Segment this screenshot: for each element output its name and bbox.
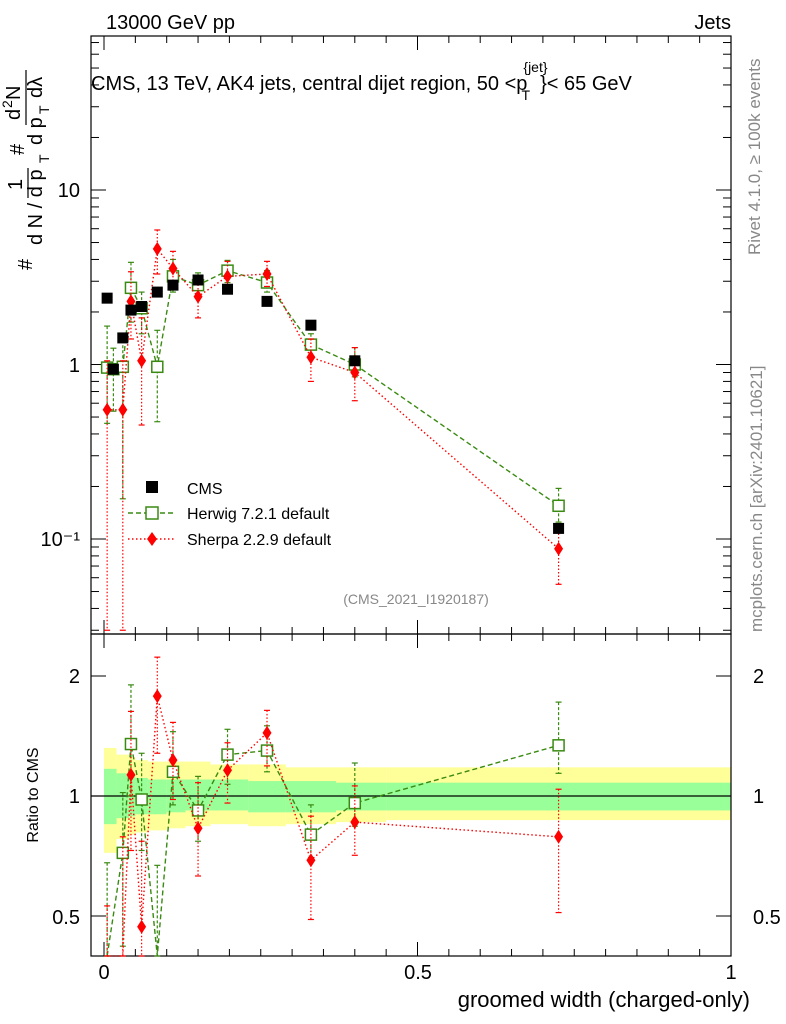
main-ticks	[91, 36, 732, 634]
ratio-ticks	[91, 634, 732, 956]
main-herwig-point	[151, 360, 164, 374]
ratio-y-tick-label-0-5: 0.5	[52, 907, 80, 929]
main-sherpa-point	[137, 353, 147, 368]
ylabel-d: d	[3, 109, 25, 120]
ratio-y-tick-label-2: 2	[69, 666, 80, 688]
title-sub: T	[522, 87, 531, 103]
ratio-sherpa-point	[168, 753, 178, 768]
main-panel: CMS, 13 TeV, AK4 jets, central dijet reg…	[0, 35, 732, 635]
main-sherpa-point	[118, 402, 128, 417]
main-herwig-point	[552, 499, 565, 513]
ratio-panel: 2 1 0.5 2 1 0.5 Ratio to CMS 0 0.5 1 gro…	[25, 633, 781, 1012]
ratio-band-inner	[147, 779, 167, 815]
ylabel-hash-1: #	[15, 258, 37, 270]
ratio-herwig-point	[552, 739, 565, 752]
ratio-sherpa-point	[126, 767, 136, 782]
y-tick-label-1: 1	[69, 355, 80, 377]
ratio-frame	[90, 633, 732, 957]
main-herwig-point	[304, 338, 318, 351]
main-cms-point	[117, 332, 129, 344]
ratio-y-label: Ratio to CMS	[25, 747, 42, 842]
ratio-y-tick-label-1-right: 1	[753, 786, 764, 808]
title-main: CMS, 13 TeV, AK4 jets, central dijet reg…	[91, 73, 527, 95]
rivet-label: Rivet 4.1.0, ≥ 100k events	[745, 59, 764, 255]
main-cms-point	[349, 355, 361, 367]
ylabel-dp: d p	[25, 117, 47, 145]
main-cms-point	[305, 319, 317, 331]
ratio-y-tick-label-1: 1	[69, 786, 80, 808]
legend: CMS Herwig 7.2.1 default Sherpa 2.2.9 de…	[128, 481, 332, 549]
ratio-series	[104, 656, 565, 957]
main-cms-point	[107, 363, 119, 375]
ratio-sherpa-point	[193, 821, 203, 836]
ylabel-t-2: T	[36, 105, 52, 114]
main-y-label: # 1 d N / d p T # d 2 N d p T dλ	[0, 70, 52, 270]
main-sherpa-point	[193, 289, 203, 304]
title-sup: {jet}	[523, 59, 547, 75]
analysis-watermark: (CMS_2021_I1920187)	[343, 591, 489, 607]
x-axis-label: groomed width (charged-only)	[458, 987, 750, 1012]
main-sherpa-point	[262, 267, 272, 282]
legend-herwig-marker	[145, 506, 159, 520]
main-cms-point	[192, 274, 204, 286]
legend-sherpa-marker	[147, 532, 157, 546]
chart-title: CMS, 13 TeV, AK4 jets, central dijet reg…	[91, 59, 632, 103]
ylabel-n: N	[3, 86, 25, 100]
main-sherpa-point	[306, 350, 316, 365]
main-cms-point	[261, 295, 273, 307]
legend-herwig-label: Herwig 7.2.1 default	[187, 506, 330, 523]
main-sherpa-point	[168, 261, 178, 276]
legend-sherpa-label: Sherpa 2.2.9 default	[187, 532, 332, 549]
main-cms-point	[101, 292, 113, 304]
ratio-herwig-point	[116, 846, 130, 860]
ylabel-hash-2: #	[7, 143, 29, 155]
ratio-sherpa-point	[262, 725, 272, 740]
ratio-bands	[91, 747, 731, 853]
mcplots-label: mcplots.cern.ch [arXiv:2401.10621]	[747, 366, 766, 632]
ratio-sherpa-point	[554, 829, 564, 844]
ratio-sherpa-point	[350, 815, 360, 830]
legend-cms-marker	[146, 481, 158, 493]
y-tick-label-0-1: 10⁻¹	[41, 529, 81, 551]
ratio-sherpa-point	[306, 853, 316, 868]
title-end: }< 65 GeV	[540, 73, 632, 95]
main-sherpa-point	[554, 541, 564, 556]
ylabel-dlambda: dλ	[25, 77, 47, 98]
ylabel-dn: d N / d p	[25, 169, 47, 245]
energy-label: 13000 GeV pp	[106, 12, 235, 34]
main-herwig-line	[106, 269, 559, 507]
main-cms-point	[136, 300, 148, 312]
ylabel-one: 1	[5, 179, 27, 190]
main-sherpa-point	[350, 365, 360, 380]
ratio-sherpa-point	[223, 763, 233, 778]
ylabel-t-1: T	[36, 154, 52, 163]
main-series	[100, 229, 565, 631]
main-herwig-point	[124, 281, 138, 295]
x-tick-label-1: 1	[725, 962, 736, 984]
ratio-y-tick-label-2-right: 2	[753, 666, 764, 688]
main-herwig-point	[116, 360, 130, 374]
ratio-herwig-line	[106, 743, 559, 957]
ylabel-two: 2	[0, 100, 15, 108]
ratio-herwig-point	[135, 793, 148, 806]
main-cms-point	[125, 304, 137, 316]
category-label: Jets	[694, 12, 731, 34]
x-tick-label-0-5: 0.5	[404, 962, 432, 984]
main-sherpa-point	[223, 269, 233, 284]
main-sherpa-point	[102, 402, 112, 417]
ratio-sherpa-point	[152, 689, 162, 704]
ratio-sherpa-point	[137, 919, 147, 934]
ratio-y-tick-label-0-5-right: 0.5	[753, 907, 781, 929]
legend-cms-label: CMS	[187, 481, 223, 498]
main-cms-point	[151, 286, 163, 298]
main-sherpa-point	[152, 241, 162, 256]
main-cms-point	[167, 279, 179, 291]
main-sherpa-line	[107, 247, 560, 550]
main-cms-point	[553, 522, 565, 534]
main-cms-point	[222, 283, 234, 295]
y-tick-label-10: 10	[58, 180, 80, 202]
ratio-band-inner	[248, 781, 286, 813]
x-tick-label-0: 0	[98, 962, 109, 984]
